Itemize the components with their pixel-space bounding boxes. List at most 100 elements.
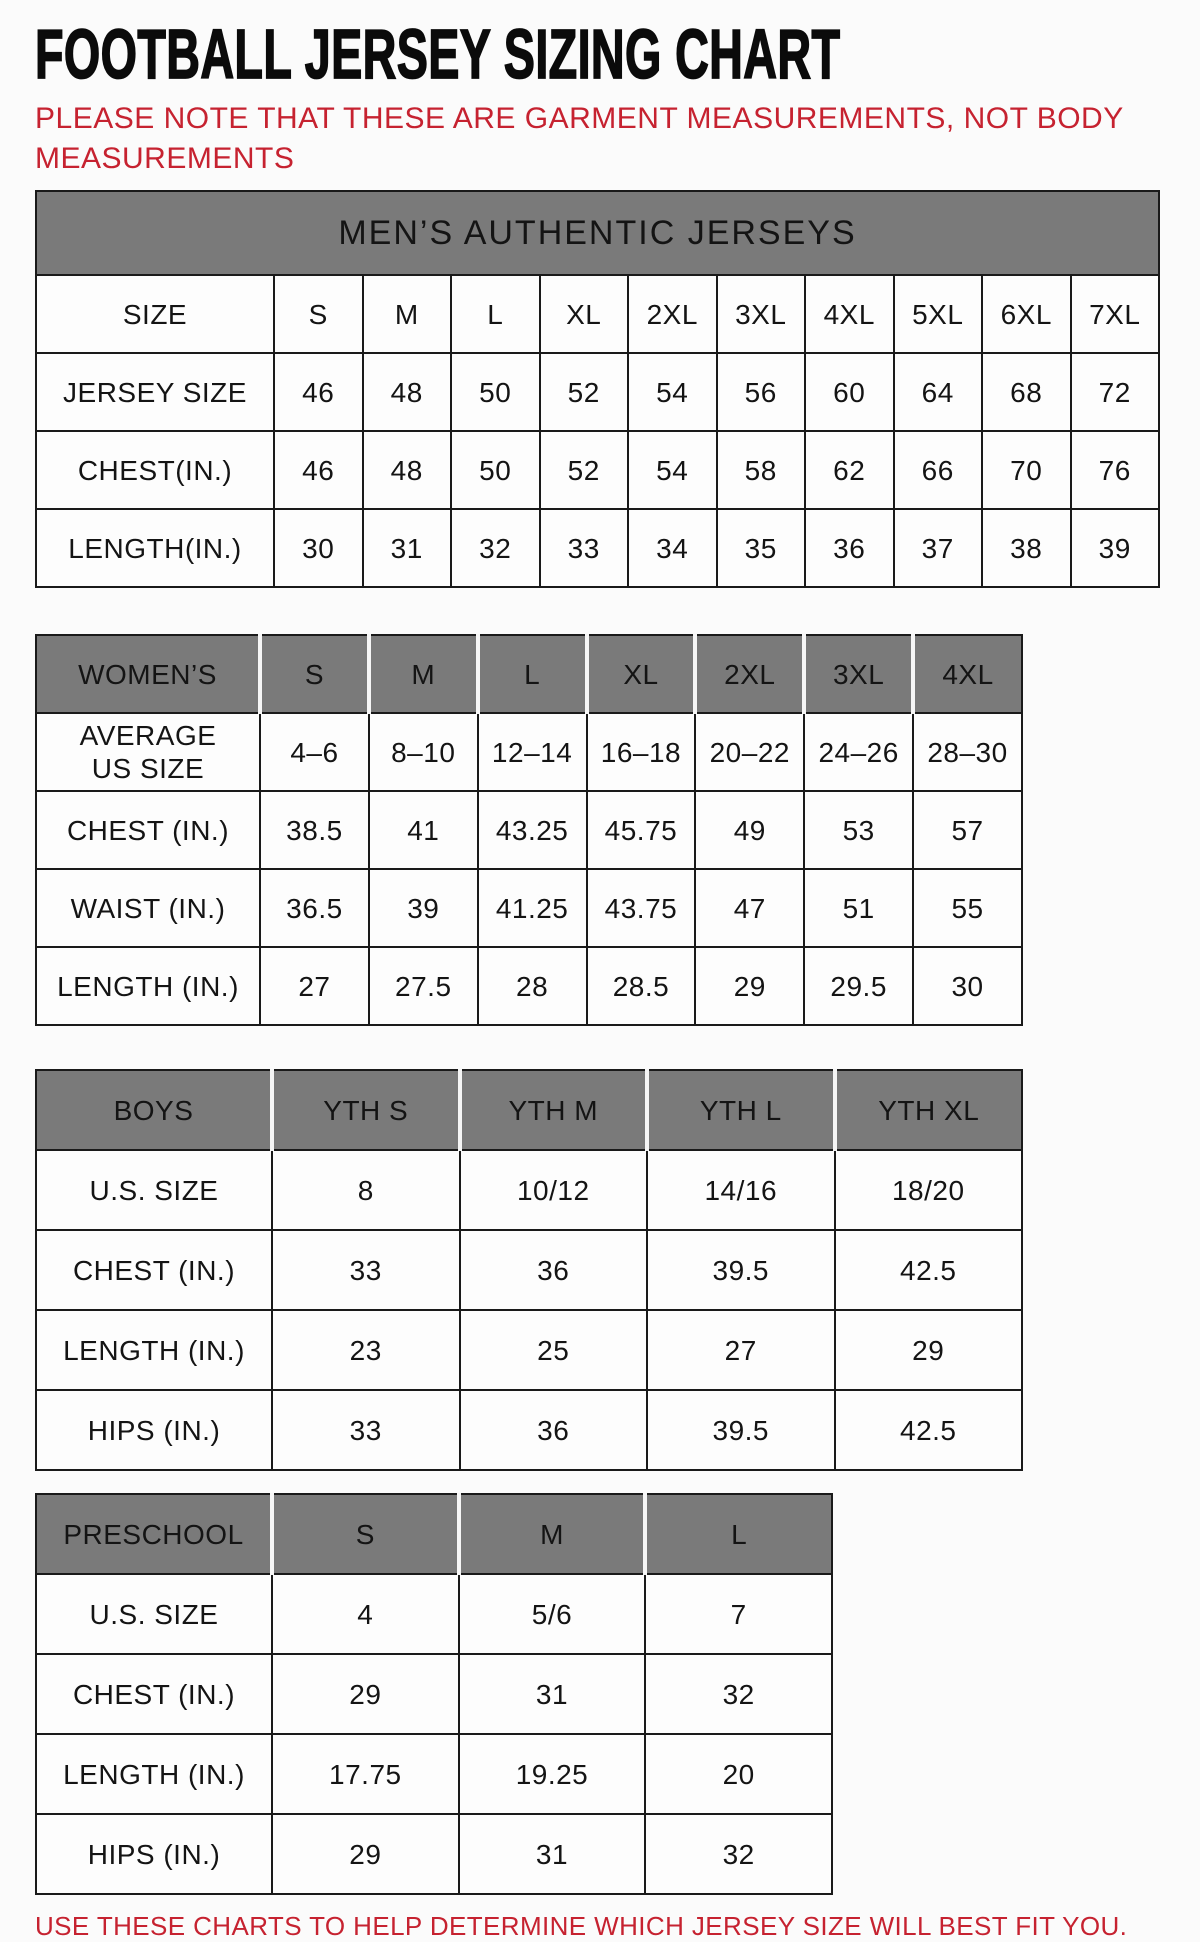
- data-cell: 3XL: [715, 274, 806, 355]
- preschool-size-header: S: [270, 1493, 460, 1576]
- row-label-cell: CHEST (IN.): [35, 1653, 273, 1736]
- row-label-cell: CHEST (IN.): [35, 1229, 273, 1312]
- data-cell: 43.75: [585, 868, 697, 949]
- data-cell: 56: [715, 352, 806, 433]
- data-cell: 28: [476, 946, 588, 1027]
- data-cell: 43.25: [476, 790, 588, 871]
- row-label-cell: CHEST(IN.): [35, 430, 275, 511]
- data-cell: 36.5: [259, 868, 370, 949]
- data-cell: 4XL: [804, 274, 895, 355]
- womens-row: CHEST (IN.) 38.5 41 43.25 45.75 49 53 57: [35, 790, 1023, 871]
- data-cell: 72: [1069, 352, 1160, 433]
- row-label-cell: JERSEY SIZE: [35, 352, 275, 433]
- data-cell: 64: [892, 352, 983, 433]
- womens-size-header: XL: [584, 634, 697, 715]
- data-cell: 8–10: [367, 712, 479, 793]
- data-cell: 5/6: [457, 1573, 647, 1656]
- data-cell: 55: [912, 868, 1023, 949]
- row-label-cell: LENGTH (IN.): [35, 1733, 273, 1816]
- preschool-row: HIPS (IN.) 29 31 32: [35, 1813, 833, 1896]
- preschool-row: U.S. SIZE 4 5/6 7: [35, 1573, 833, 1656]
- data-cell: 2XL: [627, 274, 718, 355]
- data-cell: 60: [804, 352, 895, 433]
- data-cell: 35: [715, 508, 806, 589]
- data-cell: 23: [271, 1309, 461, 1392]
- mens-table: MEN’S AUTHENTIC JERSEYS SIZE S M L XL 2XL 3XL 4X…: [35, 190, 1160, 589]
- data-cell: 51: [803, 868, 915, 949]
- mens-header-row: MEN’S AUTHENTIC JERSEYS: [35, 190, 1160, 277]
- data-cell: 28.5: [585, 946, 697, 1027]
- preschool-size-header: M: [456, 1493, 647, 1576]
- data-cell: 29: [271, 1653, 460, 1736]
- data-cell: 39.5: [646, 1389, 836, 1472]
- data-cell: 52: [538, 352, 629, 433]
- data-cell: 7XL: [1069, 274, 1160, 355]
- boys-row: LENGTH (IN.) 23 25 27 29: [35, 1309, 1023, 1392]
- garment-measurements-note: PLEASE NOTE THAT THESE ARE GARMENT MEASU…: [35, 102, 1124, 175]
- data-cell: 12–14: [476, 712, 588, 793]
- data-cell: 33: [271, 1229, 461, 1312]
- data-cell: 17.75: [271, 1733, 460, 1816]
- womens-size-header: 2XL: [693, 634, 806, 715]
- data-cell: 14/16: [646, 1149, 836, 1232]
- data-cell: 47: [694, 868, 806, 949]
- preschool-row: LENGTH (IN.) 17.75 19.25 20: [35, 1733, 833, 1816]
- data-cell: 58: [715, 430, 806, 511]
- data-cell: 53: [803, 790, 915, 871]
- mens-header: MEN’S AUTHENTIC JERSEYS: [35, 190, 1160, 277]
- boys-header-label: BOYS: [35, 1069, 273, 1152]
- data-cell: 49: [694, 790, 806, 871]
- data-cell: 41.25: [476, 868, 588, 949]
- boys-header-row: BOYS YTH S YTH M YTH L YTH XL: [35, 1069, 1023, 1152]
- boys-row: HIPS (IN.) 33 36 39.5 42.5: [35, 1389, 1023, 1472]
- page-title: FOOTBALL JERSEY SIZING CHART: [34, 15, 841, 93]
- womens-row: WAIST (IN.) 36.5 39 41.25 43.75 47 51 55: [35, 868, 1023, 949]
- womens-row: AVERAGE US SIZE 4–6 8–10 12–14 16–18 20–22 24–…: [35, 712, 1023, 793]
- data-cell: 4–6: [259, 712, 370, 793]
- row-label-cell: CHEST (IN.): [35, 790, 261, 871]
- data-cell: 36: [458, 1229, 648, 1312]
- data-cell: 30: [912, 946, 1023, 1027]
- data-cell: 50: [450, 352, 541, 433]
- womens-size-header: 4XL: [911, 634, 1023, 715]
- preschool-table: PRESCHOOL S M L U.S. SIZE 4 5/6 7 CHEST (IN.) 29 3…: [35, 1493, 833, 1896]
- data-cell: 31: [457, 1653, 647, 1736]
- data-cell: 70: [981, 430, 1072, 511]
- data-cell: 46: [273, 430, 364, 511]
- data-cell: 7: [644, 1573, 833, 1656]
- data-cell: 36: [804, 508, 895, 589]
- data-cell: 37: [892, 508, 983, 589]
- data-cell: 34: [627, 508, 718, 589]
- row-label-cell: U.S. SIZE: [35, 1149, 273, 1232]
- data-cell: 33: [271, 1389, 461, 1472]
- data-cell: 27.5: [367, 946, 479, 1027]
- data-cell: 38: [981, 508, 1072, 589]
- data-cell: S: [273, 274, 364, 355]
- data-cell: 5XL: [892, 274, 983, 355]
- data-cell: 30: [273, 508, 364, 589]
- mens-row: CHEST(IN.) 46 48 50 52 54 58 62 66 70 76: [35, 430, 1160, 511]
- data-cell: 25: [458, 1309, 648, 1392]
- boys-table: BOYS YTH S YTH M YTH L YTH XL U.S. SIZE 8 10/12…: [35, 1069, 1023, 1472]
- data-cell: 16–18: [585, 712, 697, 793]
- boys-row: CHEST (IN.) 33 36 39.5 42.5: [35, 1229, 1023, 1312]
- womens-header-row: WOMEN’S S M L XL 2XL 3XL 4XL: [35, 634, 1023, 715]
- row-label-cell: SIZE: [35, 274, 275, 355]
- womens-size-header: 3XL: [802, 634, 915, 715]
- data-cell: 32: [450, 508, 541, 589]
- data-cell: M: [361, 274, 452, 355]
- data-cell: 20–22: [694, 712, 806, 793]
- data-cell: 39: [1069, 508, 1160, 589]
- data-cell: 45.75: [585, 790, 697, 871]
- data-cell: 41: [367, 790, 479, 871]
- data-cell: 31: [361, 508, 452, 589]
- footer-note: USE THESE CHARTS TO HELP DETERMINE WHICH…: [35, 1911, 1128, 1942]
- boys-row: U.S. SIZE 8 10/12 14/16 18/20: [35, 1149, 1023, 1232]
- data-cell: 28–30: [912, 712, 1023, 793]
- data-cell: 57: [912, 790, 1023, 871]
- data-cell: 48: [361, 430, 452, 511]
- preschool-header-label: PRESCHOOL: [35, 1493, 273, 1576]
- data-cell: 39.5: [646, 1229, 836, 1312]
- data-cell: 33: [538, 508, 629, 589]
